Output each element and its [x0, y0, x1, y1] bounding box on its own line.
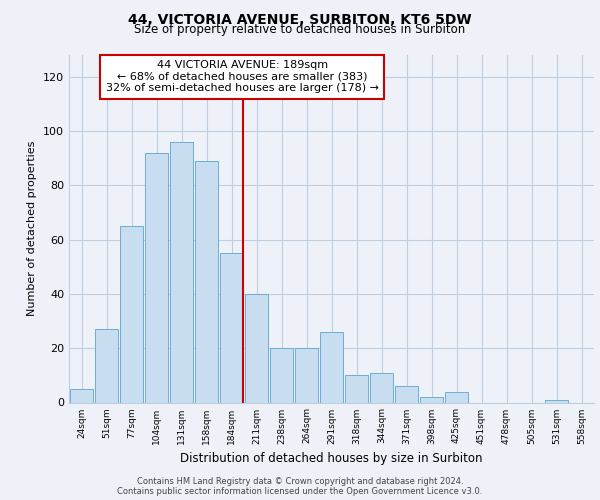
Bar: [370, 372, 393, 402]
Bar: [345, 376, 368, 402]
Bar: [170, 142, 193, 403]
Text: Size of property relative to detached houses in Surbiton: Size of property relative to detached ho…: [134, 24, 466, 36]
Bar: [320, 332, 343, 402]
Text: 44 VICTORIA AVENUE: 189sqm
← 68% of detached houses are smaller (383)
32% of sem: 44 VICTORIA AVENUE: 189sqm ← 68% of deta…: [106, 60, 379, 94]
Bar: [145, 152, 168, 402]
Y-axis label: Number of detached properties: Number of detached properties: [28, 141, 37, 316]
Bar: [270, 348, 293, 403]
Bar: [70, 389, 93, 402]
Bar: [445, 392, 468, 402]
Bar: [220, 253, 243, 402]
Bar: [295, 348, 318, 403]
Bar: [95, 329, 118, 402]
Text: Contains HM Land Registry data © Crown copyright and database right 2024.
Contai: Contains HM Land Registry data © Crown c…: [118, 476, 482, 496]
Bar: [420, 397, 443, 402]
Bar: [245, 294, 268, 403]
Bar: [395, 386, 418, 402]
X-axis label: Distribution of detached houses by size in Surbiton: Distribution of detached houses by size …: [180, 452, 483, 465]
Bar: [120, 226, 143, 402]
Bar: [545, 400, 568, 402]
Text: 44, VICTORIA AVENUE, SURBITON, KT6 5DW: 44, VICTORIA AVENUE, SURBITON, KT6 5DW: [128, 12, 472, 26]
Bar: [195, 161, 218, 402]
